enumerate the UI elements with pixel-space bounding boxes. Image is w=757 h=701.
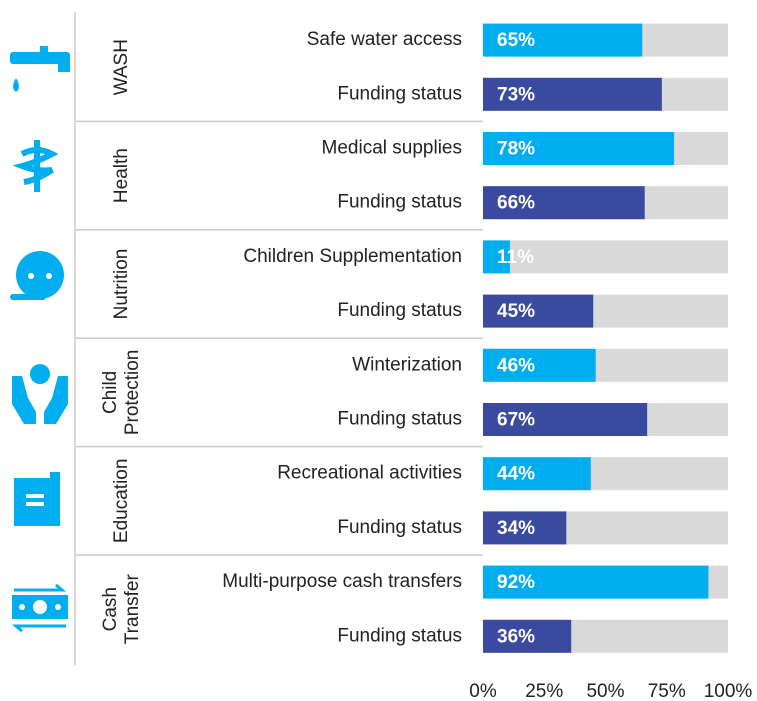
category-label: Funding status	[337, 300, 462, 321]
group-label: Cash	[100, 587, 121, 631]
bar	[483, 186, 645, 220]
x-tick-label: 25%	[525, 681, 563, 701]
category-label: Multi-purpose cash transfers	[222, 571, 462, 592]
value-label: 78%	[497, 139, 535, 160]
bar	[483, 294, 594, 328]
x-tick-label: 100%	[704, 681, 753, 701]
category-label: Medical supplies	[322, 138, 462, 159]
icon-cash	[11, 583, 68, 633]
x-tick-label: 50%	[586, 681, 624, 701]
group-label: Transfer	[122, 574, 143, 645]
x-tick-label: 75%	[648, 681, 686, 701]
icon-education	[14, 472, 60, 526]
category-label: Recreational activities	[277, 463, 462, 484]
value-label: 36%	[497, 626, 535, 647]
category-label: Funding status	[337, 83, 462, 104]
bar	[483, 348, 596, 382]
bar	[483, 511, 567, 545]
value-label: 44%	[497, 464, 535, 485]
category-label: Safe water access	[307, 29, 462, 50]
bar	[483, 240, 510, 274]
category-label: Winterization	[352, 354, 462, 375]
category-label: Funding status	[337, 517, 462, 538]
bar	[483, 77, 662, 111]
value-label: 66%	[497, 193, 535, 214]
value-label: 92%	[497, 572, 535, 593]
value-label: 73%	[497, 84, 535, 105]
value-label: 45%	[497, 301, 535, 322]
value-label: 65%	[497, 30, 535, 51]
group-label: Health	[111, 148, 132, 203]
icon-nutrition	[10, 251, 64, 300]
value-label: 67%	[497, 410, 535, 431]
category-label: Children Supplementation	[243, 246, 462, 267]
bar	[483, 132, 675, 165]
icon-health	[12, 140, 59, 192]
value-label: 46%	[497, 355, 535, 376]
group-label: Nutrition	[111, 249, 132, 320]
bar	[483, 565, 709, 599]
value-label: 34%	[497, 518, 535, 539]
group-label: Protection	[122, 350, 143, 436]
category-label: Funding status	[337, 625, 462, 646]
group-label: WASH	[111, 39, 132, 95]
bar-track	[483, 240, 728, 274]
icon-tap	[10, 46, 70, 92]
group-label: Child	[100, 371, 121, 414]
group-label: Education	[111, 459, 132, 544]
bar	[483, 619, 572, 653]
bar	[483, 457, 591, 491]
category-label: Funding status	[337, 409, 462, 430]
bar	[483, 403, 648, 436]
x-tick-label: 0%	[469, 681, 497, 701]
value-label: 11%	[497, 247, 534, 268]
category-label: Funding status	[337, 192, 462, 213]
bar	[483, 23, 643, 57]
icon-child-protection	[12, 364, 68, 424]
icons	[10, 46, 70, 633]
